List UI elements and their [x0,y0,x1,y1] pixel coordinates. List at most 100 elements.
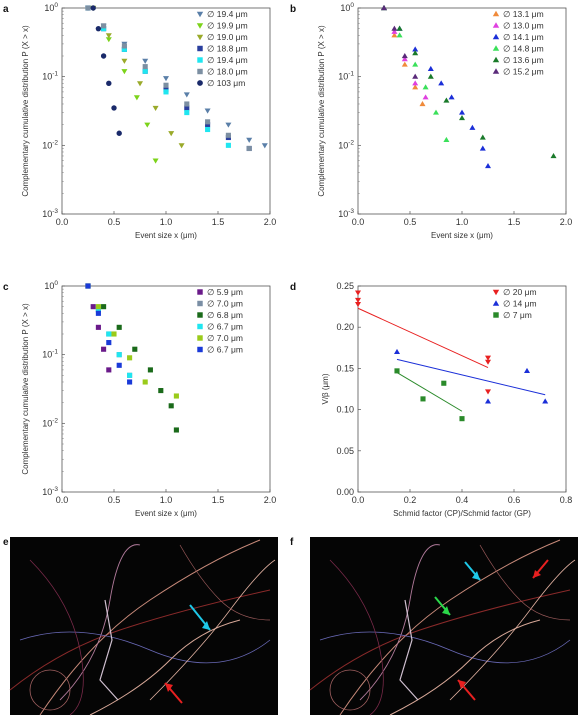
y-tick-label: 10-1 [338,71,354,82]
micrograph-e [9,537,278,716]
arrow-head-icon [472,571,480,580]
legend-entry: ∅ 7 μm [503,310,532,320]
data-point [355,290,361,296]
legend-entry: ∅ 6.7 μm [207,345,243,355]
data-point [173,393,179,399]
data-point [459,109,465,115]
data-point [116,130,122,136]
data-point [422,94,429,100]
legend-entry: ∅ 13.1 μm [503,9,544,19]
panel-label-f: f [290,537,294,548]
legend-entry: ∅ 19.4 μm [207,55,248,65]
data-point [142,64,148,70]
legend-marker [492,22,500,28]
panel-label-e: e [3,537,9,548]
data-point [542,398,549,404]
legend-marker [492,33,500,40]
legend-entry: ∅ 13.6 μm [503,55,544,65]
data-point [127,372,133,378]
fit-line [396,358,546,396]
data-point [419,100,426,107]
arrow-head-icon [533,570,541,578]
chart-panel-c: 0.0 0.5 1.0 1.5 2.0 100 10-1 10-2 10-3 Event size… [21,280,276,518]
x-tick-label: 1.5 [212,495,225,505]
data-point [391,25,398,31]
data-point [163,76,169,82]
y-tick-label: 10-3 [338,208,354,219]
data-point [205,119,211,125]
y-axis-label: V/β (μm) [321,373,330,404]
legend-entry: ∅ 14.1 μm [503,32,544,42]
data-point [412,50,419,56]
fit-line [357,307,489,369]
data-point [95,310,101,316]
legend-marker [492,45,500,51]
legend-entry: ∅ 20 μm [503,287,537,297]
data-point [448,94,455,100]
data-point [100,53,107,59]
data-point [401,56,408,62]
data-point [90,5,96,11]
data-point [95,25,102,32]
x-tick-label: 0.4 [456,495,469,505]
data-point [111,331,117,337]
legend-entry: ∅ 18.8 μm [207,44,248,54]
data-point [111,105,117,111]
y-tick-label: 100 [340,2,354,13]
data-point [105,37,112,43]
legend-marker [197,68,203,75]
data-point [412,73,419,79]
data-point [412,84,419,90]
data-point [396,25,403,31]
legend-marker [492,56,500,63]
data-point [147,367,153,373]
x-tick-label: 1.5 [508,217,521,227]
data-point [121,69,128,75]
data-point [479,145,486,151]
data-point [427,73,434,79]
data-point [101,23,107,29]
x-tick-label: 0.8 [560,495,573,505]
data-point [412,46,419,52]
data-point [90,304,96,310]
panel-label-a: a [3,4,9,15]
legend-marker [197,335,203,341]
legend-marker [197,45,203,52]
data-point [106,367,112,373]
panel-label-b: b [290,4,296,15]
data-point [459,115,465,121]
x-axis-label: Event size x (μm) [135,509,197,518]
legend-marker [492,289,500,296]
x-axis-label: Event size x (μm) [135,231,197,240]
y-axis-label: Complementary cumulative distribution P … [21,303,30,475]
y-tick-label: 10-3 [42,486,58,497]
data-point [158,388,164,394]
data-point [485,359,491,365]
legend-marker [492,68,500,74]
x-tick-label: 0.5 [108,217,121,227]
legend-marker [197,346,203,353]
legend-marker [197,312,203,318]
data-point [127,379,133,385]
legend-entry: ∅ 15.2 μm [503,67,544,77]
legend-entry: ∅ 14.8 μm [503,44,544,54]
data-point [412,80,419,86]
data-point [127,355,133,361]
data-point [438,80,445,86]
legend-entry: ∅ 6.8 μm [207,310,243,320]
plot-frame [357,285,567,493]
data-point [401,61,408,67]
data-point [459,416,465,422]
x-tick-label: 1.0 [160,217,173,227]
x-tick-label: 0.6 [508,495,521,505]
data-point [106,80,112,87]
x-tick-label: 0.5 [404,217,417,227]
chart-panel-d: 0.0 0.2 0.4 0.6 0.8 0.25 0.20 0.15 0.10 0.05 0.00 S… [321,281,572,518]
data-point [261,143,268,149]
data-point [178,143,185,149]
data-point [183,92,190,98]
y-tick-label: 0.05 [336,446,354,456]
data-point [152,105,159,111]
data-point [173,427,179,433]
